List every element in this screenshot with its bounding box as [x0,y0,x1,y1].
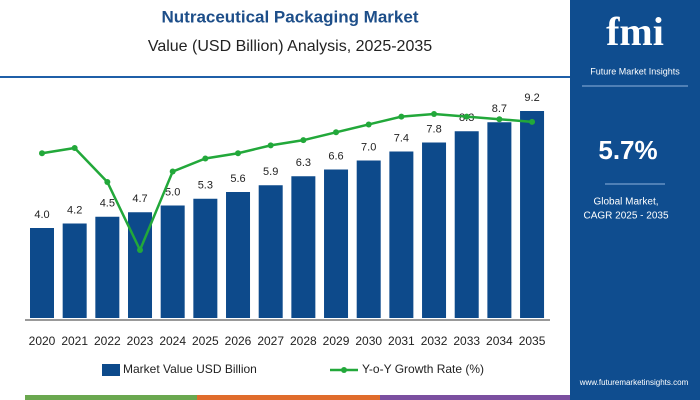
bar [291,176,316,318]
side-panel [570,0,700,400]
website: www.futuremarketinsights.com [579,378,689,387]
chart-title: Nutraceutical Packaging Market [162,7,419,26]
footer-strip [380,395,570,400]
bar [389,151,414,318]
line-marker [267,142,274,149]
cagr-value: 5.7% [598,135,657,165]
bar [324,169,349,318]
line-marker [71,145,78,151]
bar [356,160,381,318]
data-label: 4.0 [34,209,49,221]
line-marker [529,118,536,125]
line-marker [431,111,438,117]
line-marker [169,168,176,175]
legend-label: Y-o-Y Growth Rate (%) [362,362,484,376]
legend-label: Market Value USD Billion [123,362,257,376]
line [41,112,533,254]
data-label: 8.7 [492,103,507,115]
bar [95,216,120,318]
bar [30,228,54,318]
line-marker [333,129,340,136]
line-marker [496,116,503,123]
legend-swatch [102,364,120,376]
x-tick-label: 2027 [257,334,284,348]
cagr-caption: CAGR 2025 - 2035 [583,211,668,222]
line-marker [463,113,470,120]
x-tick-label: 2025 [192,334,219,348]
x-tick-label: 2031 [388,334,415,348]
data-label: 4.5 [100,198,115,210]
footer-strip [197,395,380,400]
data-label: 6.6 [328,150,343,162]
legend-swatch [341,367,347,373]
x-tick-label: 2023 [127,334,154,348]
x-tick-label: 2028 [290,334,317,348]
line-marker [365,121,372,128]
x-tick-label: 2032 [421,334,448,348]
x-tick-label: 2021 [61,334,88,348]
bar [226,192,251,318]
x-tick-label: 2020 [29,334,56,348]
line-marker [235,150,242,157]
bar [193,198,218,318]
x-tick-label: 2026 [225,334,252,348]
x-tick-label: 2033 [453,334,480,348]
x-tick-label: 2035 [519,334,546,348]
x-tick-label: 2034 [486,334,513,348]
bar [487,122,512,318]
bar [520,111,545,318]
line-marker [202,155,209,162]
x-tick-label: 2030 [355,334,382,348]
data-label: 5.0 [165,186,180,198]
line-marker [398,113,405,120]
data-label: 9.2 [524,92,539,104]
data-label: 5.3 [198,180,213,192]
x-tick-label: 2029 [323,334,350,348]
data-label: 7.8 [426,123,441,135]
line-marker [137,247,144,253]
bar [62,223,87,318]
data-label: 4.2 [67,204,82,216]
chart-subtitle: Value (USD Billion) Analysis, 2025-2035 [148,38,432,55]
data-label: 5.6 [230,173,245,185]
line-marker [300,137,307,144]
footer-strip [25,395,197,400]
cagr-caption: Global Market, [593,197,658,208]
x-tick-label: 2022 [94,334,121,348]
logo: fmi [606,9,664,54]
data-label: 4.7 [132,193,147,205]
bar [258,185,283,318]
data-label: 7.0 [361,141,376,153]
line-marker [39,150,45,157]
data-label: 6.3 [296,157,311,169]
data-label: 7.4 [394,132,409,144]
brand: Future Market Insights [590,66,680,76]
x-tick-label: 2024 [159,334,186,348]
data-label: 5.9 [263,166,278,178]
bar [422,142,447,318]
bar [454,131,479,318]
bar [160,205,185,318]
line-marker [104,179,111,185]
